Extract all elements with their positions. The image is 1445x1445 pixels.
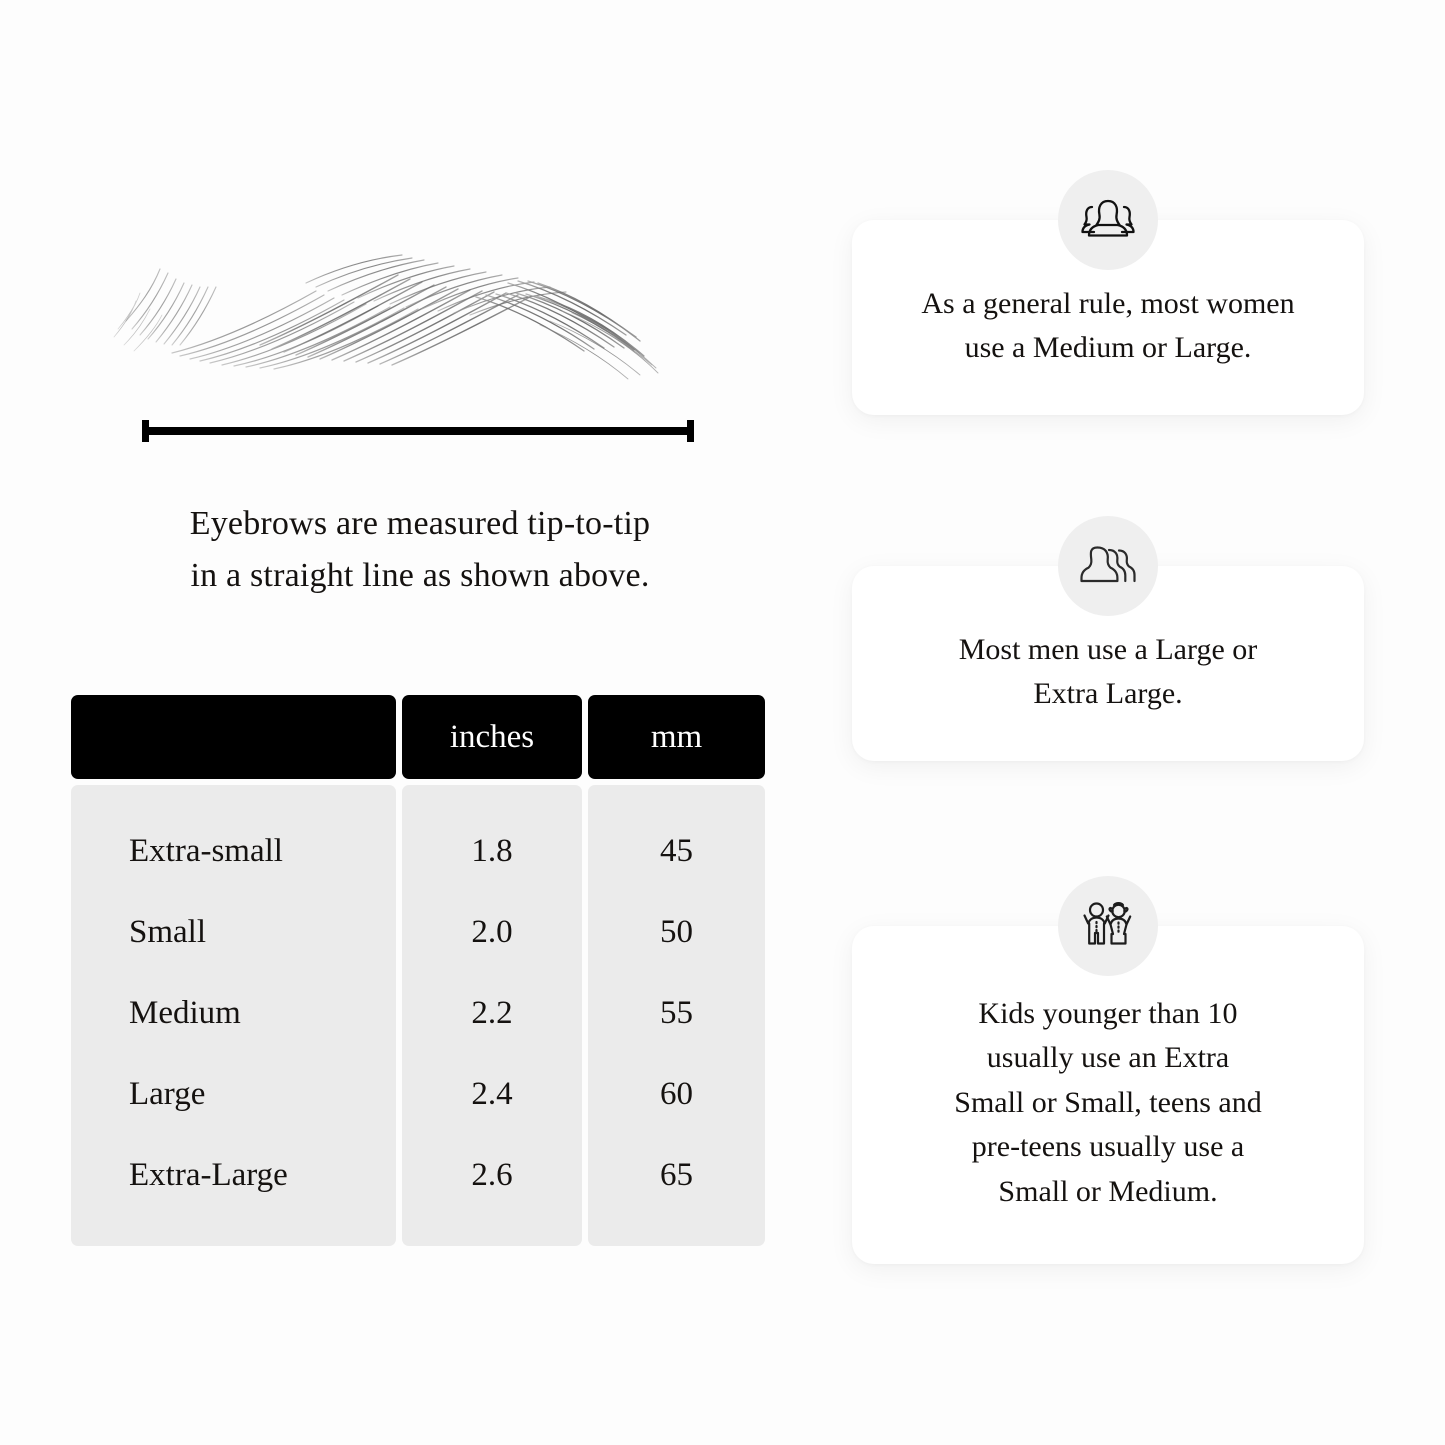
tip-to-tip-measure-bar (142, 418, 694, 444)
column-mm: 45 50 55 60 65 (588, 785, 765, 1246)
table-cell-mm: 60 (660, 1076, 693, 1112)
info-card-men: Most men use a Large or Extra Large. (852, 516, 1364, 761)
card-kids-line-2: usually use an Extra (986, 1041, 1230, 1075)
table-body: Extra-small Small Medium Large Extra-Lar… (71, 785, 765, 1246)
table-row: Extra-Large (129, 1157, 288, 1193)
card-women-line-2: use a Medium or Large. (964, 331, 1252, 365)
card-kids-line-3: Small or Small, teens and (954, 1085, 1262, 1119)
table-cell-inches: 2.6 (471, 1157, 513, 1193)
table-cell-mm: 50 (660, 914, 693, 950)
table-row: Extra-small (129, 833, 283, 869)
table-row: Small (129, 914, 207, 950)
women-group-icon (1058, 170, 1158, 270)
card-women-line-1: As a general rule, most women (921, 287, 1295, 320)
header-cell-inches: inches (402, 695, 582, 779)
left-column: Eyebrows are measured tip-to-tip in a st… (70, 225, 770, 1246)
info-cards-column: As a general rule, most women use a Medi… (800, 0, 1445, 1445)
men-group-icon (1058, 516, 1158, 616)
header-cell-size (71, 695, 396, 779)
info-card-kids-body: Kids younger than 10 usually use an Extr… (852, 926, 1364, 1264)
card-men-line-1: Most men use a Large or (958, 633, 1258, 666)
table-row: Large (129, 1076, 206, 1112)
table-cell-inches: 2.0 (471, 914, 513, 950)
header-cell-mm: mm (588, 695, 765, 779)
info-card-kids: Kids younger than 10 usually use an Extr… (852, 876, 1364, 1264)
table-cell-mm: 55 (660, 995, 693, 1031)
eyebrow-illustration (110, 225, 730, 410)
measurement-caption: Eyebrows are measured tip-to-tip in a st… (70, 498, 770, 601)
card-men-line-2: Extra Large. (1033, 677, 1183, 711)
caption-line-2: in a straight line as shown above. (190, 556, 650, 594)
info-card-men-body: Most men use a Large or Extra Large. (852, 566, 1364, 761)
card-kids-line-4: pre-teens usually use a (971, 1130, 1245, 1164)
table-cell-inches: 1.8 (471, 833, 513, 869)
card-kids-line-5: Small or Medium. (998, 1174, 1218, 1208)
info-card-women: As a general rule, most women use a Medi… (852, 170, 1364, 415)
table-row: Medium (129, 995, 241, 1031)
table-cell-mm: 45 (660, 833, 693, 869)
table-header-row: inches mm (71, 695, 765, 779)
size-table: inches mm Extra-small Small Medium Large… (71, 695, 765, 1246)
column-size: Extra-small Small Medium Large Extra-Lar… (71, 785, 396, 1246)
kids-icon (1058, 876, 1158, 976)
table-cell-inches: 2.4 (471, 1076, 513, 1112)
table-cell-mm: 65 (660, 1157, 693, 1193)
caption-line-1: Eyebrows are measured tip-to-tip (189, 505, 651, 542)
table-cell-inches: 2.2 (471, 995, 513, 1031)
card-kids-line-1: Kids younger than 10 (978, 997, 1238, 1030)
column-inches: 1.8 2.0 2.2 2.4 2.6 (402, 785, 582, 1246)
